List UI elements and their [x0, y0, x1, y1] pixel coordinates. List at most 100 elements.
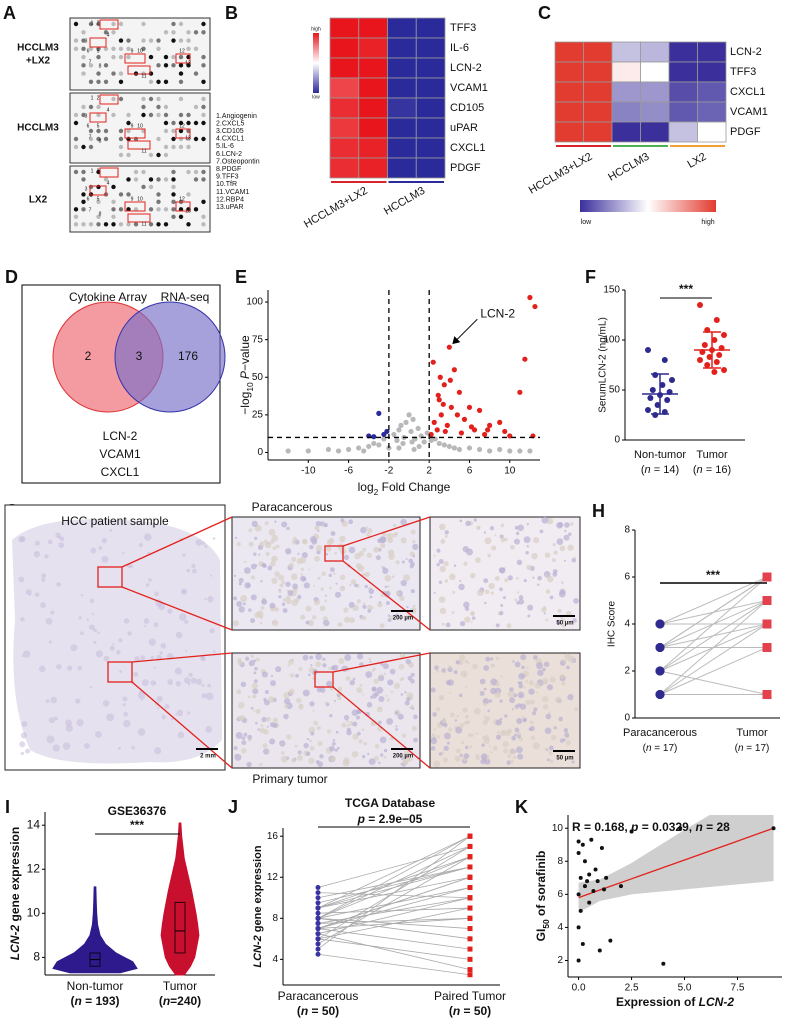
cell [361, 754, 366, 759]
spot-label: 12 [179, 48, 185, 54]
cell [331, 741, 336, 746]
cell [514, 733, 517, 737]
cell [517, 753, 524, 760]
point [428, 437, 434, 444]
cell [101, 537, 108, 544]
shared-gene: VCAM1 [99, 447, 141, 461]
cell [395, 560, 400, 565]
cell [368, 657, 372, 661]
cell [552, 569, 558, 574]
cell [20, 617, 25, 622]
cell [507, 575, 513, 581]
heatmap-cell [554, 101, 584, 123]
point [431, 419, 437, 425]
spot [73, 120, 79, 126]
cell [567, 694, 574, 701]
cell [448, 691, 452, 694]
cell [413, 714, 418, 720]
point [582, 884, 587, 889]
scale-bar-label: 50 µm [556, 756, 573, 762]
cell [309, 655, 314, 660]
cell [408, 757, 413, 762]
row-label: CXCL1 [730, 86, 765, 98]
spot [126, 192, 131, 197]
x-tick-label: Paracancerous [278, 989, 359, 1003]
cell [299, 556, 307, 564]
spot-label: 4 [107, 180, 110, 186]
spot [103, 128, 109, 134]
cell [281, 602, 286, 606]
cell [563, 659, 567, 663]
x-tick-label: 6 [467, 466, 473, 477]
point [591, 889, 596, 894]
cell [480, 753, 488, 760]
spot [126, 128, 131, 134]
cell [483, 665, 490, 672]
cell [305, 605, 312, 612]
point [315, 905, 321, 911]
label-part: n [645, 464, 651, 476]
cell [201, 693, 207, 699]
cell [253, 671, 257, 675]
cell [462, 707, 468, 713]
cell [65, 724, 73, 732]
cell [180, 588, 188, 595]
spot-label: 2 [97, 168, 100, 174]
cell [127, 631, 132, 636]
spot [156, 207, 161, 212]
cell [269, 602, 276, 609]
cell [296, 594, 302, 600]
spot [118, 54, 124, 60]
y-tick-label: 100 [246, 297, 263, 308]
cell [234, 753, 242, 761]
y-tick-label: 0 [257, 447, 263, 458]
spot [73, 38, 79, 43]
row-label: uPAR [450, 122, 478, 134]
cell [89, 624, 95, 631]
spot [171, 21, 176, 27]
cell [490, 591, 494, 595]
cell [549, 595, 554, 600]
cell [175, 713, 178, 716]
confidence-band [578, 815, 774, 913]
point [647, 395, 654, 401]
spot [171, 38, 176, 43]
spot-box [124, 201, 146, 212]
cell [295, 673, 299, 678]
legend-entry: 5.IL-6 [216, 143, 234, 150]
cell [542, 667, 546, 672]
cell [444, 579, 449, 583]
spot [156, 136, 161, 142]
cell [333, 572, 336, 575]
cell [188, 672, 193, 678]
spot [133, 207, 139, 212]
cell [468, 745, 473, 749]
legend-entry: 1.Angiogenin [216, 113, 257, 120]
column-label: LX2 [685, 151, 708, 171]
spot [88, 79, 94, 85]
cell [201, 684, 205, 687]
cell [336, 746, 340, 750]
spot [171, 207, 176, 212]
spot [96, 214, 101, 219]
cell [186, 568, 191, 573]
cell [405, 658, 412, 665]
cell [552, 543, 556, 547]
cell [502, 596, 506, 600]
spot-box [89, 185, 107, 196]
point [315, 931, 321, 937]
cell [356, 731, 361, 736]
cell [62, 742, 71, 750]
cell [158, 602, 166, 611]
cell [314, 555, 320, 562]
point [285, 448, 291, 454]
spot [186, 144, 191, 150]
spot [171, 192, 176, 197]
cell [263, 728, 269, 735]
cell [252, 688, 259, 695]
cell [401, 560, 405, 564]
cell [363, 741, 367, 746]
cell [123, 719, 131, 728]
point [522, 356, 528, 362]
cell [410, 679, 415, 684]
